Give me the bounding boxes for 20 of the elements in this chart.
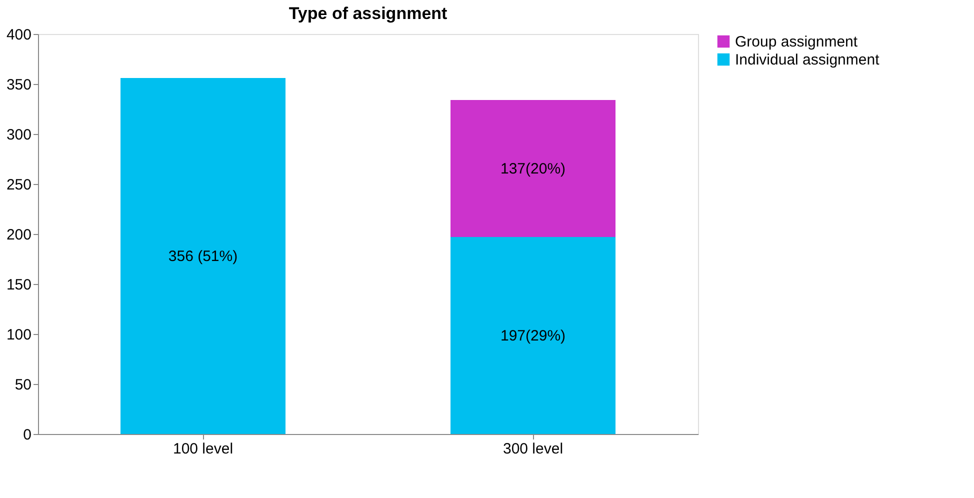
bar — [450, 237, 616, 434]
y-tick-label: 400 — [6, 26, 32, 44]
data-label: 356 (51%) — [168, 248, 238, 265]
legend-label: Individual assignment — [735, 52, 880, 68]
chart-title: Type of assignment — [288, 4, 448, 23]
y-tick-label: 350 — [6, 76, 32, 94]
y-tick-label: 300 — [6, 126, 32, 144]
y-tick-label: 250 — [6, 176, 32, 194]
bar — [450, 100, 616, 237]
y-tick-label: 200 — [6, 226, 32, 244]
y-tick-label: 50 — [14, 376, 32, 394]
bar — [120, 78, 286, 434]
data-label: 137(20%) — [500, 160, 566, 178]
y-tick-label: 0 — [23, 426, 32, 444]
data-label: 197(29%) — [500, 328, 566, 344]
x-tick-label: 100 level — [172, 440, 234, 458]
legend-label: Group assignment — [735, 34, 858, 50]
y-tick-label: 100 — [6, 326, 32, 344]
x-tick-label: 300 level — [502, 440, 564, 458]
y-tick-label: 150 — [6, 276, 32, 294]
